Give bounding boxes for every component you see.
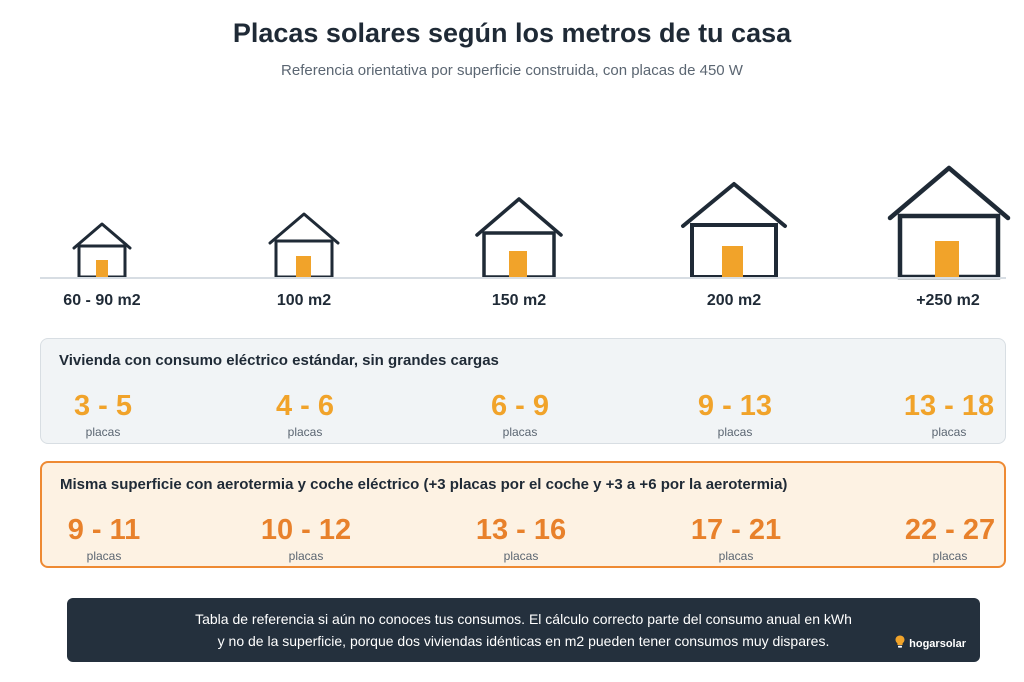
panel-count: 22 - 27 [860, 515, 1024, 545]
standard-value-1: 3 - 5 placas [13, 391, 193, 439]
panel-unit: placas [646, 549, 826, 563]
house-icon-4 [681, 182, 787, 280]
reference-note: Tabla de referencia si aún no conoces tu… [67, 598, 980, 662]
aerothermia-ev-panel: Misma superficie con aerotermia y coche … [40, 461, 1006, 568]
size-label-5: +250 m2 [868, 292, 1024, 310]
panel-count: 13 - 18 [859, 391, 1024, 421]
standard-value-2: 4 - 6 placas [215, 391, 395, 439]
note-line-1: Tabla de referencia si aún no conoces tu… [67, 611, 980, 627]
panel-count: 17 - 21 [646, 515, 826, 545]
panel-count: 13 - 16 [431, 515, 611, 545]
aerothermia-value-4: 17 - 21 placas [646, 515, 826, 563]
panel-count: 6 - 9 [430, 391, 610, 421]
house-icon-5 [888, 166, 1010, 280]
aerothermia-value-1: 9 - 11 placas [14, 515, 194, 563]
aerothermia-value-3: 13 - 16 placas [431, 515, 611, 563]
page-subtitle: Referencia orientativa por superficie co… [0, 62, 1024, 79]
size-label-2: 100 m2 [224, 292, 384, 310]
aerothermia-panel-title: Misma superficie con aerotermia y coche … [60, 476, 787, 493]
aerothermia-value-5: 22 - 27 placas [860, 515, 1024, 563]
panel-unit: placas [859, 425, 1024, 439]
size-label-3: 150 m2 [439, 292, 599, 310]
brand-logo: hogarsolar [895, 635, 966, 653]
standard-value-3: 6 - 9 placas [430, 391, 610, 439]
page-title: Placas solares según los metros de tu ca… [0, 18, 1024, 49]
ground-line [40, 277, 1006, 279]
panel-unit: placas [430, 425, 610, 439]
panel-unit: placas [13, 425, 193, 439]
panel-unit: placas [645, 425, 825, 439]
panel-unit: placas [216, 549, 396, 563]
size-label-4: 200 m2 [654, 292, 814, 310]
note-line-2: y no de la superficie, porque dos vivien… [67, 633, 980, 649]
panel-unit: placas [431, 549, 611, 563]
house-icon-2 [268, 212, 340, 280]
standard-value-4: 9 - 13 placas [645, 391, 825, 439]
aerothermia-value-2: 10 - 12 placas [216, 515, 396, 563]
panel-count: 4 - 6 [215, 391, 395, 421]
panel-unit: placas [14, 549, 194, 563]
panel-count: 10 - 12 [216, 515, 396, 545]
house-icon-3 [475, 197, 563, 280]
standard-value-5: 13 - 18 placas [859, 391, 1024, 439]
panel-unit: placas [860, 549, 1024, 563]
panel-count: 9 - 13 [645, 391, 825, 421]
panel-unit: placas [215, 425, 395, 439]
standard-panel-title: Vivienda con consumo eléctrico estándar,… [59, 352, 499, 369]
panel-count: 9 - 11 [14, 515, 194, 545]
panel-count: 3 - 5 [13, 391, 193, 421]
lightbulb-logo-icon [895, 635, 905, 653]
standard-consumption-panel: Vivienda con consumo eléctrico estándar,… [40, 338, 1006, 444]
size-label-1: 60 - 90 m2 [22, 292, 182, 310]
house-icon-1 [72, 222, 132, 280]
brand-name: hogarsolar [909, 638, 966, 650]
